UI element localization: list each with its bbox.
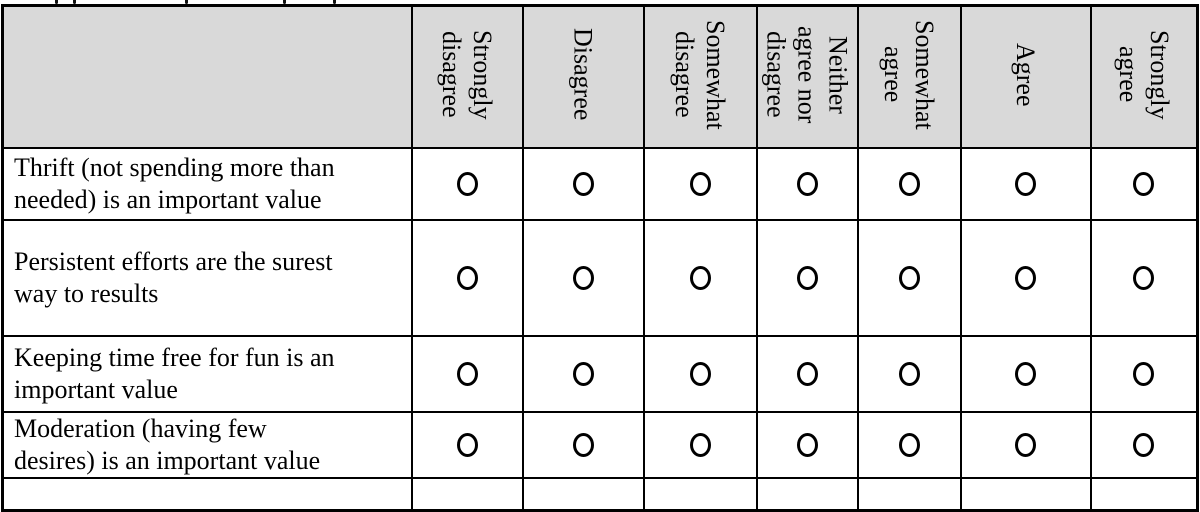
choice-cell (410, 477, 524, 512)
radio-button[interactable] (572, 433, 594, 457)
choice-cell (856, 411, 962, 479)
column-header-strongly-agree: Strongly agree (1089, 4, 1199, 149)
radio-button[interactable] (456, 266, 478, 290)
column-header-label: Neither agree nor disagree (761, 25, 853, 124)
radio-button[interactable] (689, 362, 711, 386)
corner-cell (1, 4, 413, 149)
column-header-disagree: Disagree (521, 4, 645, 149)
statement-row-thrift: Thrift (not spending more than needed) i… (1, 147, 1199, 221)
column-header-neither: Neither agree nor disagree (755, 4, 859, 149)
choice-cell (959, 147, 1092, 221)
radio-button[interactable] (796, 362, 818, 386)
choice-cell (959, 219, 1092, 337)
statement-label: Persistent efforts are the surest way to… (1, 219, 413, 337)
choice-cell (521, 335, 645, 413)
column-header-label: Somewhat disagree (670, 19, 730, 130)
radio-button[interactable] (1015, 266, 1036, 290)
radio-button[interactable] (796, 172, 818, 196)
choice-cell (959, 477, 1092, 512)
choice-cell (856, 477, 962, 512)
statement-row-moderation: Moderation (having few desires) is an im… (1, 411, 1199, 479)
cropped-next-row (1, 477, 1199, 512)
scale-header-row: Strongly disagree Disagree Somewhat disa… (1, 4, 1199, 149)
statement-row-keeping-time: Keeping time free for fun is an importan… (1, 335, 1199, 413)
choice-cell (959, 411, 1092, 479)
radio-button[interactable] (796, 433, 818, 457)
column-header-label: Disagree (568, 28, 598, 121)
column-header-somewhat-agree: Somewhat agree (856, 4, 962, 149)
choice-cell (521, 411, 645, 479)
radio-button[interactable] (456, 433, 478, 457)
column-header-label: Strongly agree (1113, 29, 1174, 120)
radio-button[interactable] (689, 266, 711, 290)
radio-button[interactable] (1133, 433, 1155, 457)
statement-label: Thrift (not spending more than needed) i… (1, 147, 413, 221)
cropped-text-remnants (0, 0, 1200, 5)
radio-button[interactable] (898, 172, 920, 196)
radio-button[interactable] (456, 362, 478, 386)
column-header-strongly-disagree: Strongly disagree (410, 4, 524, 149)
column-header-label: Agree (1011, 42, 1040, 107)
radio-button[interactable] (572, 266, 594, 290)
choice-cell (1089, 477, 1199, 512)
choice-cell (410, 335, 524, 413)
radio-button[interactable] (796, 266, 818, 290)
choice-cell (1089, 335, 1199, 413)
statement-label (1, 477, 413, 512)
choice-cell (856, 219, 962, 337)
choice-cell (642, 411, 758, 479)
choice-cell (521, 477, 645, 512)
choice-cell (642, 477, 758, 512)
radio-button[interactable] (1133, 362, 1155, 386)
choice-cell (410, 411, 524, 479)
choice-cell (755, 411, 859, 479)
choice-cell (755, 219, 859, 337)
choice-cell (856, 335, 962, 413)
radio-button[interactable] (898, 266, 920, 290)
column-header-agree: Agree (959, 4, 1092, 149)
choice-cell (1089, 219, 1199, 337)
choice-cell (642, 335, 758, 413)
radio-button[interactable] (1133, 172, 1155, 196)
radio-button[interactable] (689, 433, 711, 457)
choice-cell (521, 147, 645, 221)
radio-button[interactable] (1133, 266, 1155, 290)
radio-button[interactable] (572, 362, 594, 386)
choice-cell (755, 335, 859, 413)
radio-button[interactable] (572, 172, 594, 196)
choice-cell (1089, 411, 1199, 479)
radio-button[interactable] (1015, 433, 1036, 457)
statement-row-persistent: Persistent efforts are the surest way to… (1, 219, 1199, 337)
column-header-label: Somewhat agree (879, 19, 939, 130)
radio-button[interactable] (1015, 362, 1036, 386)
radio-button[interactable] (456, 172, 478, 196)
choice-cell (642, 147, 758, 221)
statement-label: Keeping time free for fun is an importan… (1, 335, 413, 413)
column-header-label: Strongly disagree (437, 29, 497, 120)
choice-cell (755, 477, 859, 512)
choice-cell (521, 219, 645, 337)
likert-survey-table: Strongly disagree Disagree Somewhat disa… (1, 4, 1199, 512)
radio-button[interactable] (1015, 172, 1036, 196)
radio-button[interactable] (898, 362, 920, 386)
choice-cell (642, 219, 758, 337)
choice-cell (959, 335, 1092, 413)
choice-cell (410, 219, 524, 337)
radio-button[interactable] (689, 172, 711, 196)
radio-button[interactable] (898, 433, 920, 457)
choice-cell (1089, 147, 1199, 221)
choice-cell (410, 147, 524, 221)
statement-label: Moderation (having few desires) is an im… (1, 411, 413, 479)
column-header-somewhat-disagree: Somewhat disagree (642, 4, 758, 149)
choice-cell (856, 147, 962, 221)
choice-cell (755, 147, 859, 221)
